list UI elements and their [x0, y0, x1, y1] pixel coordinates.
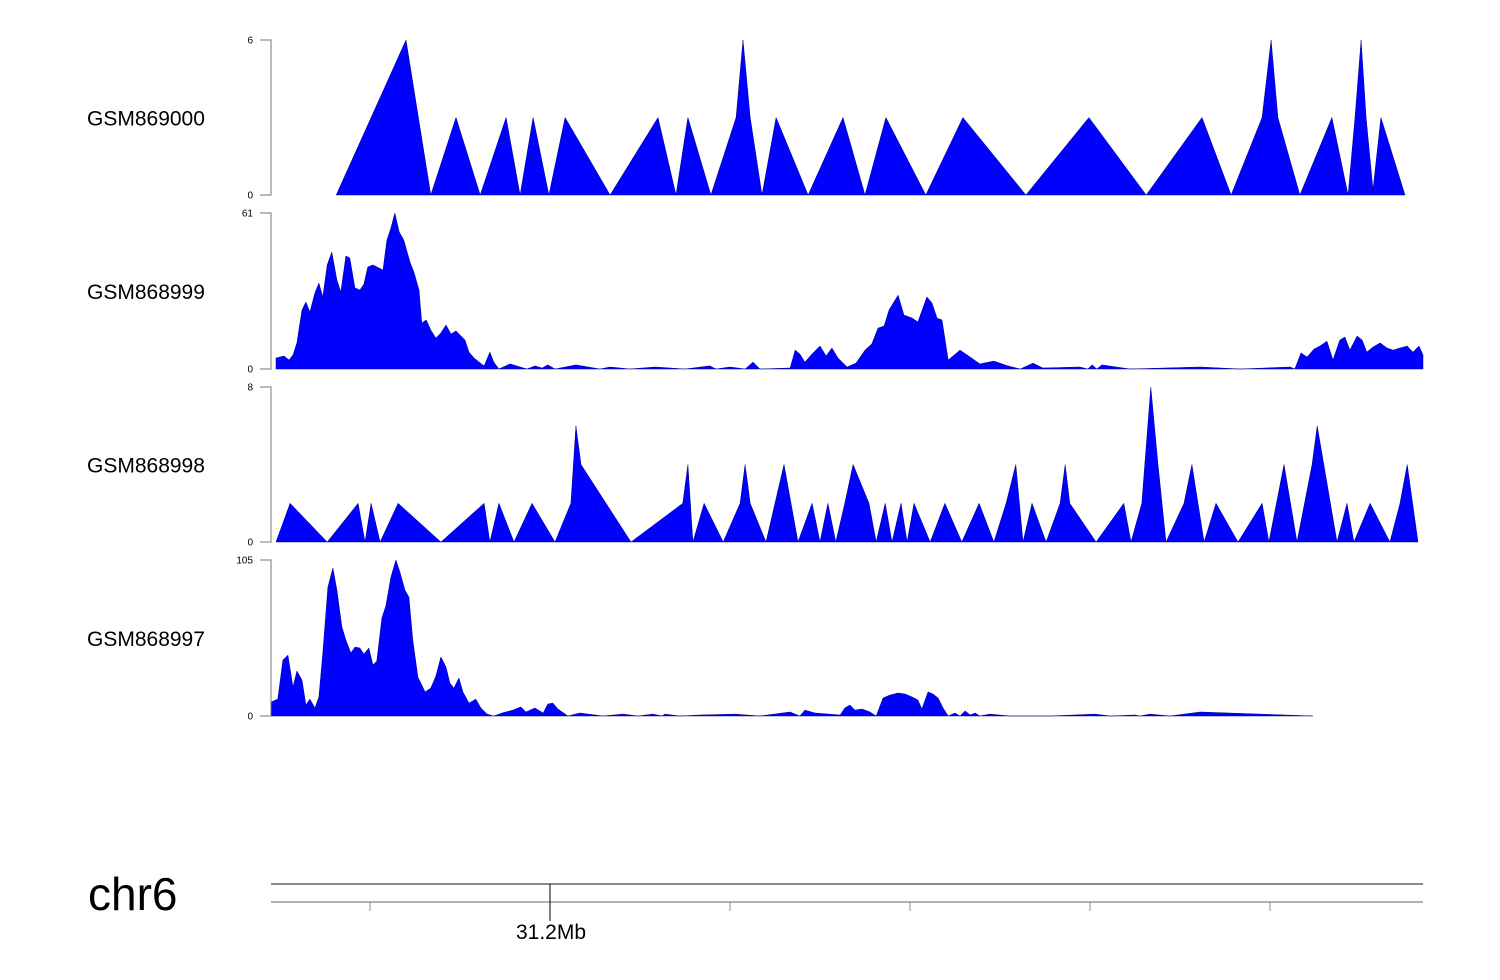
- y-axis: [260, 39, 272, 196]
- coverage-area: [335, 39, 1406, 196]
- coverage-area: [271, 559, 1314, 717]
- genome-axis: chr6 31.2Mb: [88, 868, 1423, 944]
- y-tick-label-min: 0: [247, 365, 253, 376]
- y-tick-label-min: 0: [247, 712, 253, 723]
- y-tick-label-max: 6: [247, 36, 253, 47]
- coverage-area: [275, 212, 1424, 370]
- chromosome-label: chr6: [88, 868, 177, 920]
- data-tracks: GSM86900060GSM868999610GSM86899880GSM868…: [87, 36, 1424, 723]
- y-tick-label-max: 105: [236, 556, 253, 567]
- coverage-area: [275, 386, 1419, 543]
- track-GSM868997: GSM868997 105 0: [87, 556, 1314, 723]
- y-axis: [260, 212, 272, 370]
- track-label: GSM868997: [87, 628, 205, 651]
- y-axis: [260, 559, 272, 717]
- y-tick-label-max: 8: [247, 383, 253, 394]
- track-label: GSM869000: [87, 108, 205, 131]
- y-tick-label-min: 0: [247, 191, 253, 202]
- y-tick-label-min: 0: [247, 538, 253, 549]
- track-GSM868999: GSM868999 61 0: [87, 209, 1424, 376]
- track-GSM869000: GSM869000 6 0: [87, 36, 1406, 202]
- major-tick-label: 31.2Mb: [516, 921, 586, 944]
- y-tick-label-max: 61: [242, 209, 254, 220]
- track-GSM868998: GSM868998 8 0: [87, 383, 1419, 549]
- track-label: GSM868999: [87, 281, 205, 304]
- y-axis: [260, 386, 272, 543]
- track-label: GSM868998: [87, 455, 205, 478]
